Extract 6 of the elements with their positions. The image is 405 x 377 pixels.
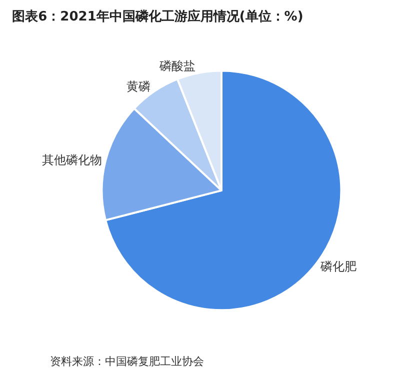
slice-label: 其他磷化物 (42, 153, 102, 168)
slice-label: 磷化肥 (320, 259, 357, 274)
chart-title: 图表6：2021年中国磷化工游应用情况(单位：%) (12, 8, 304, 24)
slice-label: 黄磷 (126, 80, 151, 94)
text: 资料来源：中国磷复肥工业协会 (50, 355, 204, 368)
slice-label: 磷酸盐 (158, 59, 196, 74)
